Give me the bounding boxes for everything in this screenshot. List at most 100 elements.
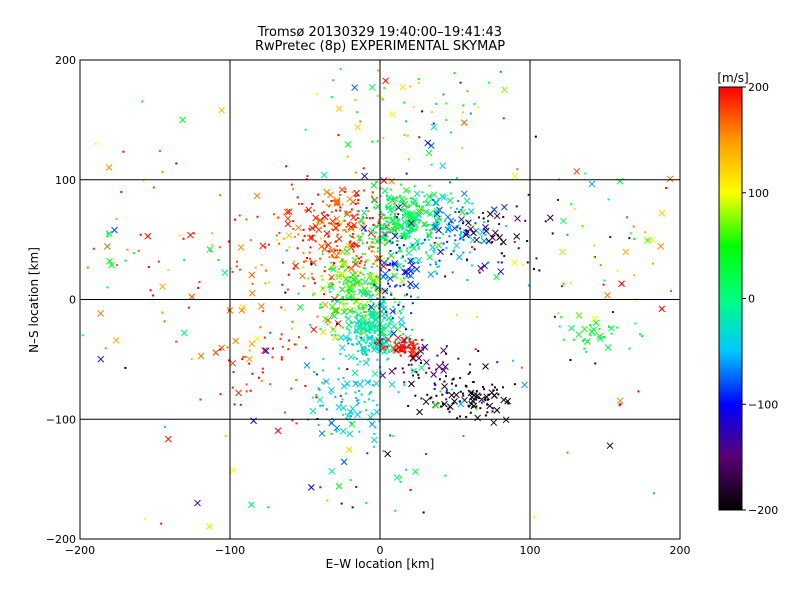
data-point-dot [487, 220, 490, 223]
data-point-cross [588, 180, 596, 188]
data-point-dot [370, 245, 373, 248]
data-point-dot [410, 328, 413, 331]
data-point-cross [426, 210, 434, 218]
data-point-cross [433, 210, 441, 218]
data-point-dot [355, 335, 358, 338]
data-point-dot [448, 410, 451, 413]
data-point-dot [344, 281, 347, 284]
data-point-dot [461, 206, 464, 209]
data-point-cross [407, 280, 414, 288]
data-point-dot [409, 231, 412, 234]
data-point-cross [284, 220, 292, 228]
data-point-dot [594, 362, 597, 365]
data-point-dot [348, 234, 351, 237]
data-point-cross [373, 380, 380, 387]
data-point-dot [634, 322, 637, 325]
data-point-dot [341, 263, 344, 266]
data-point-dot [385, 206, 388, 209]
data-point-dot [157, 260, 160, 263]
data-point-dot [462, 251, 465, 254]
data-point-dot [491, 241, 494, 244]
data-point-dot [475, 315, 478, 318]
data-point-dot [377, 256, 380, 259]
data-point-dot [350, 296, 353, 299]
data-point-dot [362, 339, 365, 342]
data-point-dot [377, 224, 380, 227]
data-point-cross [318, 430, 326, 437]
data-point-dot [372, 399, 375, 402]
data-point-dot [399, 235, 402, 238]
data-point-dot [351, 214, 354, 217]
data-point-dot [417, 81, 420, 84]
data-point-dot [254, 266, 257, 269]
data-point-cross [417, 364, 425, 372]
data-point-dot [319, 303, 322, 306]
data-point-dot [391, 262, 394, 265]
data-point-dot [372, 241, 375, 244]
data-point-dot [356, 350, 359, 353]
data-point-dot [361, 232, 364, 235]
data-point-dot [296, 247, 299, 250]
data-point-dot [404, 259, 407, 262]
data-point-cross [388, 368, 396, 375]
data-point-cross [229, 467, 237, 474]
data-point-dot [422, 511, 425, 514]
data-point-dot [115, 218, 118, 221]
data-point-dot [309, 246, 312, 249]
data-point-dot [321, 278, 324, 281]
data-point-dot [321, 381, 324, 384]
data-point-dot [462, 435, 465, 438]
data-point-cross [364, 378, 372, 386]
data-point-dot [363, 264, 366, 267]
data-point-cross [97, 309, 105, 317]
data-point-dot [359, 308, 362, 311]
data-point-dot [387, 224, 390, 227]
data-point-cross [261, 347, 268, 354]
data-point-dot [342, 305, 345, 308]
data-point-dot [281, 261, 284, 264]
data-point-dot [349, 415, 352, 418]
data-point-dot [388, 239, 391, 242]
data-point-dot [311, 202, 314, 205]
data-point-cross [259, 242, 267, 250]
data-point-dot [386, 263, 389, 266]
data-point-dot [399, 346, 402, 349]
data-point-dot [527, 193, 530, 196]
data-point-dot [458, 210, 461, 213]
data-point-dot [414, 394, 417, 397]
data-point-dot [160, 522, 163, 525]
data-point-dot [378, 221, 381, 224]
data-point-cross [353, 189, 360, 197]
data-point-dot [602, 283, 605, 286]
data-point-dot [357, 324, 360, 327]
data-point-dot [432, 198, 435, 201]
data-point-dot [562, 282, 565, 285]
data-point-cross [345, 446, 353, 454]
data-point-dot [267, 243, 270, 246]
data-point-dot [238, 268, 241, 271]
data-point-cross [560, 217, 567, 225]
data-point-dot [340, 220, 343, 223]
data-point-cross [658, 210, 666, 217]
data-point-cross [407, 257, 414, 265]
data-point-cross [340, 308, 348, 316]
data-point-cross [575, 312, 583, 319]
data-point-dot [407, 344, 410, 347]
data-point-dot [373, 331, 376, 334]
data-point-cross [380, 344, 387, 352]
y-tick-label: 100 [55, 174, 76, 187]
data-point-dot [417, 218, 420, 221]
data-point-cross [493, 406, 501, 414]
data-point-dot [407, 158, 410, 161]
data-point-dot [393, 310, 396, 313]
data-point-dot [144, 518, 147, 521]
data-point-dot [397, 250, 400, 253]
data-point-dot [401, 227, 404, 230]
data-point-cross [389, 307, 397, 315]
data-point-dot [375, 287, 378, 290]
data-point-dot [480, 235, 483, 238]
data-point-cross [658, 305, 666, 313]
data-point-dot [378, 307, 381, 310]
data-point-dot [280, 306, 283, 309]
data-point-dot [314, 240, 317, 243]
